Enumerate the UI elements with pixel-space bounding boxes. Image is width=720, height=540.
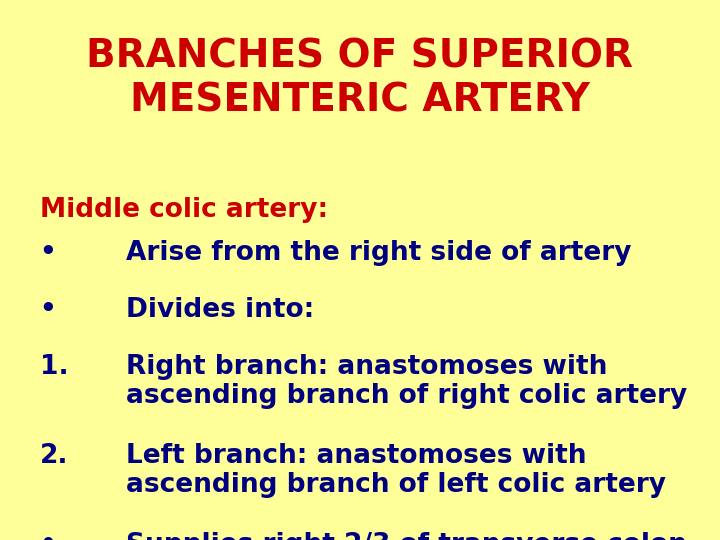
- Text: BRANCHES OF SUPERIOR
MESENTERIC ARTERY: BRANCHES OF SUPERIOR MESENTERIC ARTERY: [86, 38, 634, 120]
- Text: 2.: 2.: [40, 443, 68, 469]
- Text: Left branch: anastomoses with
ascending branch of left colic artery: Left branch: anastomoses with ascending …: [126, 443, 666, 498]
- Text: Supplies right 2/3 of transverse colon: Supplies right 2/3 of transverse colon: [126, 532, 687, 540]
- Text: Arise from the right side of artery: Arise from the right side of artery: [126, 240, 631, 266]
- Text: •: •: [40, 532, 56, 540]
- Text: •: •: [40, 297, 56, 323]
- Text: Middle colic artery:: Middle colic artery:: [40, 197, 328, 223]
- Text: 1.: 1.: [40, 354, 68, 380]
- Text: Divides into:: Divides into:: [126, 297, 314, 323]
- Text: Right branch: anastomoses with
ascending branch of right colic artery: Right branch: anastomoses with ascending…: [126, 354, 688, 409]
- Text: •: •: [40, 240, 56, 266]
